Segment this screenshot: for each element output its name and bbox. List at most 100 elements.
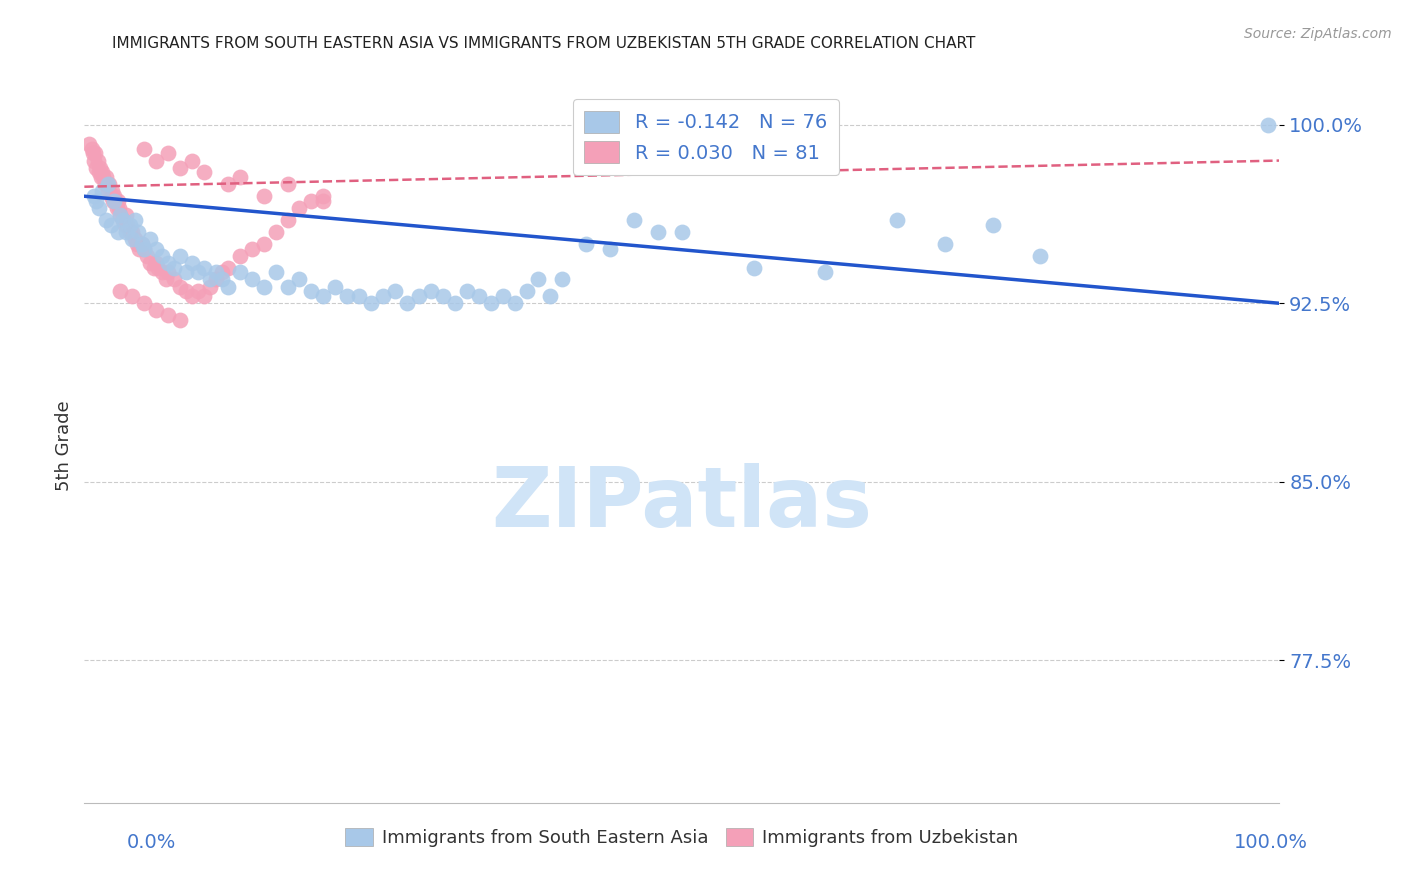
Text: 100.0%: 100.0% (1233, 833, 1308, 853)
Point (82, 146, 104, 161)
Point (111, 213, 134, 227)
Point (115, 225, 138, 239)
Point (468, 289, 491, 303)
Point (86, 161, 108, 175)
Point (169, 249, 191, 263)
Point (503, 296, 526, 310)
Point (87, 201, 110, 215)
Point (157, 265, 180, 279)
Point (934, 236, 956, 251)
Point (211, 265, 233, 279)
Point (135, 249, 157, 263)
Point (217, 178, 239, 192)
Point (84, 146, 107, 161)
Point (814, 265, 837, 279)
Point (277, 213, 299, 227)
Point (145, 303, 167, 318)
Point (114, 218, 136, 232)
Text: IMMIGRANTS FROM SOUTH EASTERN ASIA VS IMMIGRANTS FROM UZBEKISTAN 5TH GRADE CORRE: IMMIGRANTS FROM SOUTH EASTERN ASIA VS IM… (112, 36, 976, 51)
Legend: Immigrants from South Eastern Asia, Immigrants from Uzbekistan: Immigrants from South Eastern Asia, Immi… (339, 821, 1025, 855)
Point (117, 218, 139, 232)
Point (163, 272, 186, 286)
Point (408, 289, 430, 303)
Point (97, 178, 120, 192)
Point (181, 256, 204, 270)
Point (83, 153, 105, 168)
Point (217, 279, 239, 293)
Point (157, 146, 180, 161)
Point (301, 285, 323, 299)
Point (145, 153, 167, 168)
Point (142, 260, 165, 275)
Point (312, 194, 335, 208)
Point (253, 236, 276, 251)
Point (128, 242, 150, 256)
Point (145, 242, 167, 256)
Point (886, 213, 908, 227)
Point (87, 165, 110, 179)
Point (1257, 118, 1279, 132)
Point (240, 242, 263, 256)
Point (229, 249, 252, 263)
Point (157, 308, 180, 322)
Point (981, 218, 1004, 232)
Point (492, 289, 515, 303)
Point (671, 225, 693, 239)
Point (93, 178, 115, 192)
Point (94, 213, 117, 227)
Point (139, 256, 162, 270)
Point (527, 272, 550, 286)
Point (264, 265, 287, 279)
Point (132, 242, 156, 256)
Point (124, 213, 146, 227)
Point (127, 225, 149, 239)
Point (623, 213, 645, 227)
Point (205, 265, 228, 279)
Point (551, 272, 574, 286)
Point (1029, 249, 1052, 263)
Point (187, 265, 209, 279)
Point (742, 260, 765, 275)
Point (211, 272, 233, 286)
Point (89, 161, 111, 175)
Point (103, 189, 125, 203)
Point (432, 289, 454, 303)
Point (288, 201, 311, 215)
Point (420, 285, 443, 299)
Point (107, 225, 129, 239)
Text: ZIPatlas: ZIPatlas (492, 463, 872, 543)
Point (181, 153, 204, 168)
Point (110, 208, 132, 222)
Point (111, 213, 134, 227)
Point (96, 178, 118, 192)
Point (83, 189, 105, 203)
Point (229, 265, 252, 279)
Point (169, 161, 191, 175)
Point (139, 232, 162, 246)
Point (198, 279, 221, 293)
Point (240, 272, 263, 286)
Point (108, 201, 131, 215)
Point (396, 296, 419, 310)
Point (288, 272, 311, 286)
Point (187, 285, 209, 299)
Point (121, 232, 143, 246)
Point (110, 208, 132, 222)
Point (101, 185, 124, 199)
Point (479, 296, 502, 310)
Point (94, 170, 117, 185)
Point (181, 289, 204, 303)
Point (174, 265, 197, 279)
Point (91, 165, 114, 179)
Text: Source: ZipAtlas.com: Source: ZipAtlas.com (1244, 27, 1392, 41)
Point (301, 194, 323, 208)
Point (105, 201, 128, 215)
Point (121, 225, 143, 239)
Point (163, 260, 186, 275)
Point (169, 279, 191, 293)
Point (86, 194, 108, 208)
Point (198, 272, 221, 286)
Y-axis label: 5th Grade: 5th Grade (55, 401, 73, 491)
Point (118, 225, 141, 239)
Point (101, 194, 124, 208)
